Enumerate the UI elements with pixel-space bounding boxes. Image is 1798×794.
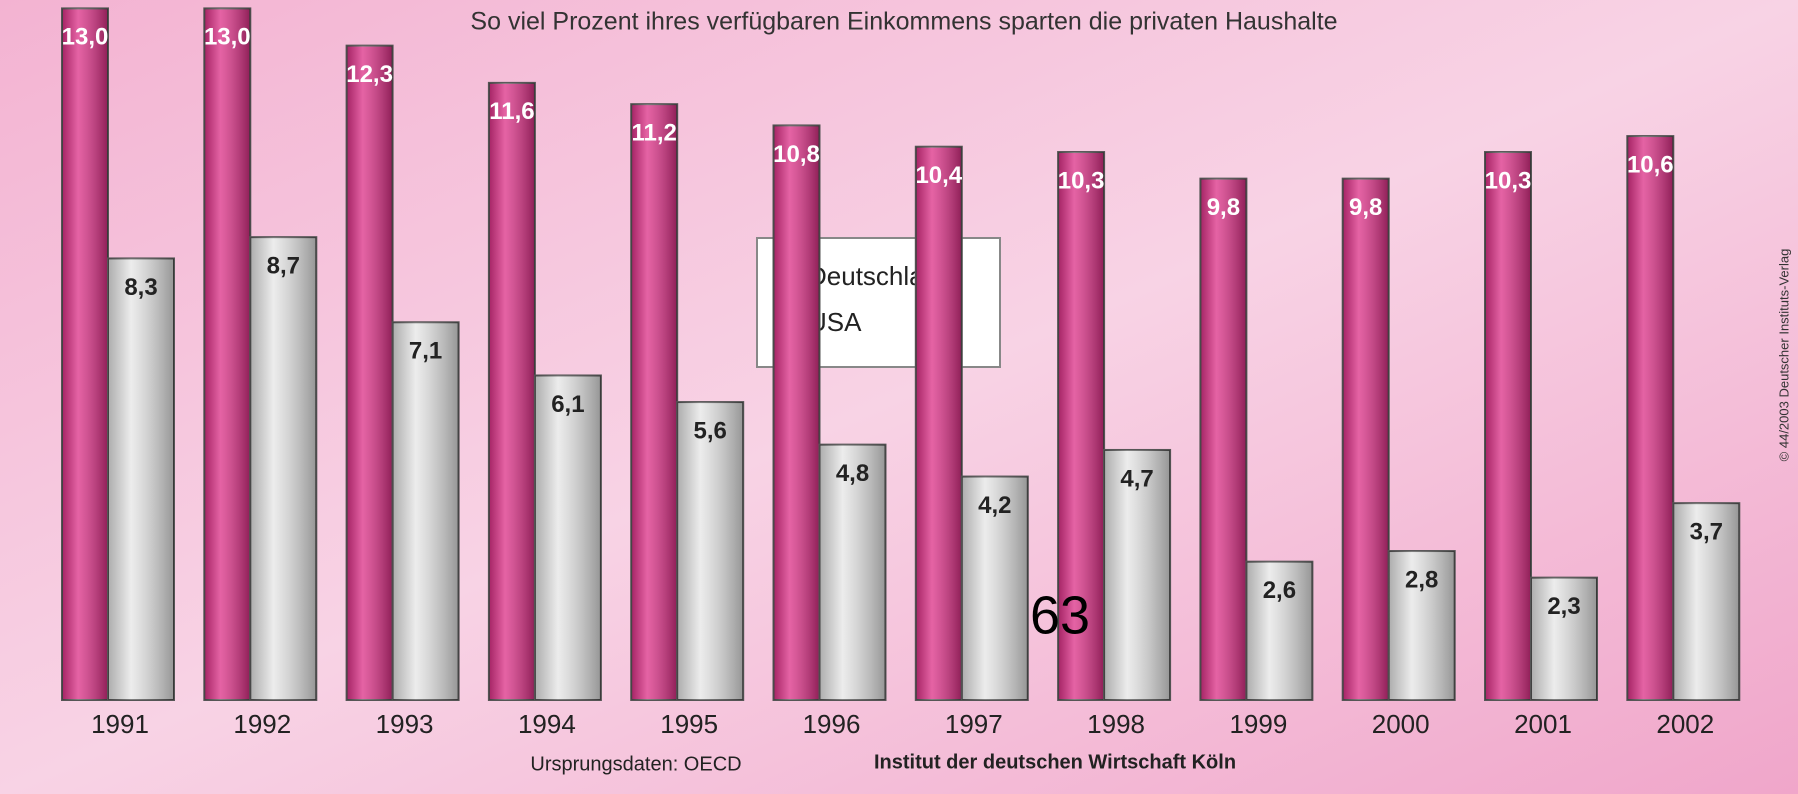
- x-tick-label: 1993: [376, 709, 434, 739]
- value-label: 4,8: [836, 460, 869, 487]
- bar: [914, 145, 963, 702]
- bar: [772, 124, 821, 701]
- x-tick-label: 1997: [945, 709, 1003, 739]
- bar: [1341, 177, 1390, 701]
- value-label: 10,4: [915, 162, 962, 189]
- value-label: 2,6: [1263, 577, 1296, 604]
- x-tick-label: 1994: [518, 709, 576, 739]
- value-label: 8,7: [267, 253, 300, 280]
- bar: [203, 7, 252, 701]
- x-tick-label: 1998: [1087, 709, 1145, 739]
- value-label: 2,8: [1405, 566, 1438, 593]
- x-tick-label: 1991: [91, 709, 149, 739]
- value-label: 4,7: [1120, 465, 1153, 492]
- x-tick-label: 2001: [1514, 709, 1572, 739]
- x-tick-label: 1992: [233, 709, 291, 739]
- bar: [630, 103, 679, 702]
- value-label: 13,0: [204, 24, 251, 51]
- value-label: 6,1: [551, 391, 584, 418]
- value-label: 10,3: [1485, 167, 1532, 194]
- value-label: 11,2: [632, 120, 677, 147]
- value-label: 3,7: [1690, 519, 1723, 546]
- value-label: 10,6: [1627, 151, 1674, 178]
- value-label: 12,3: [346, 61, 393, 88]
- bar: [1199, 177, 1248, 701]
- value-label: 11,6: [489, 98, 534, 125]
- source: Ursprungsdaten: OECD: [530, 753, 741, 775]
- bar: [61, 7, 109, 701]
- value-label: 4,2: [978, 492, 1011, 519]
- bar: [676, 401, 745, 701]
- value-label: 13,0: [62, 24, 109, 51]
- bar: [1484, 151, 1532, 702]
- bar: [249, 236, 318, 701]
- bar: [107, 257, 175, 701]
- bar: [391, 321, 460, 701]
- value-label: 5,6: [694, 417, 727, 444]
- copyright: © 44/2003 Deutscher Instituts-Verlag: [1776, 249, 1791, 462]
- value-label: 9,8: [1207, 194, 1240, 221]
- x-tick-label: 2000: [1372, 709, 1430, 739]
- publisher: Institut der deutschen Wirtschaft Köln: [874, 751, 1236, 773]
- value-label: 7,1: [409, 338, 442, 365]
- bar: [345, 44, 394, 701]
- value-label: 9,8: [1349, 194, 1382, 221]
- value-label: 8,3: [124, 274, 157, 301]
- x-tick-label: 1999: [1229, 709, 1287, 739]
- x-tick-label: 1996: [803, 709, 861, 739]
- x-tick-label: 1995: [660, 709, 718, 739]
- value-label: 2,3: [1547, 593, 1580, 620]
- annotation: 63: [1030, 585, 1090, 645]
- bar: [533, 374, 602, 701]
- x-tick-label: 2002: [1656, 709, 1714, 739]
- value-label: 10,8: [773, 141, 820, 168]
- bar: [1626, 135, 1675, 701]
- value-label: 10,3: [1058, 167, 1105, 194]
- chart-title: So viel Prozent ihres verfügbaren Einkom…: [470, 8, 1337, 36]
- bar: [487, 81, 536, 701]
